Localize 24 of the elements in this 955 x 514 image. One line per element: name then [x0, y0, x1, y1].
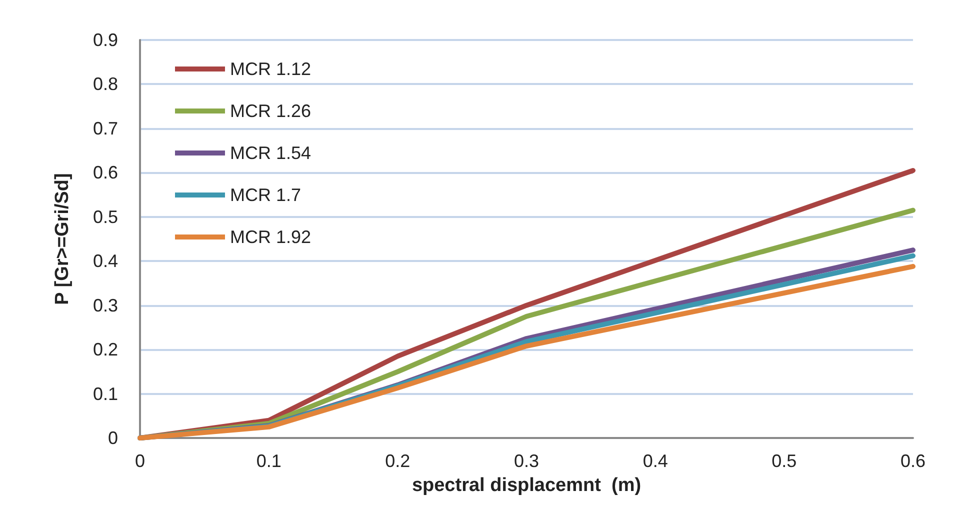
legend-label: MCR 1.12 [230, 59, 312, 79]
y-tick-label: 0.3 [92, 295, 118, 316]
y-tick-label: 0.9 [92, 30, 118, 50]
legend-label: MCR 1.54 [230, 143, 312, 163]
y-tick-label: 0.6 [92, 162, 118, 183]
x-tick-label: 0.6 [900, 451, 926, 471]
y-axis-title: P [Gr>=Gri/Sd] [52, 173, 73, 305]
x-tick-label: 0.1 [256, 451, 282, 471]
y-tick-label: 0.4 [92, 251, 118, 272]
legend-label: MCR 1.26 [230, 101, 312, 121]
y-tick-label: 0.1 [92, 384, 118, 404]
y-tick-label: 0 [108, 428, 118, 448]
x-tick-label: 0.3 [514, 451, 540, 471]
y-tick-label: 0.5 [92, 206, 118, 227]
legend-label: MCR 1.7 [230, 185, 302, 205]
x-tick-label: 0.2 [385, 451, 410, 471]
y-tick-label: 0.8 [92, 74, 118, 94]
y-tick-label: 0.2 [92, 340, 118, 360]
y-tick-label: 0.7 [92, 118, 118, 138]
x-axis-title: spectral displacemnt (m) [412, 475, 642, 496]
x-tick-label: 0.5 [772, 451, 797, 471]
x-tick-label: 0.4 [642, 451, 668, 471]
x-tick-label: 0 [134, 451, 146, 471]
legend-label: MCR 1.92 [230, 227, 312, 247]
